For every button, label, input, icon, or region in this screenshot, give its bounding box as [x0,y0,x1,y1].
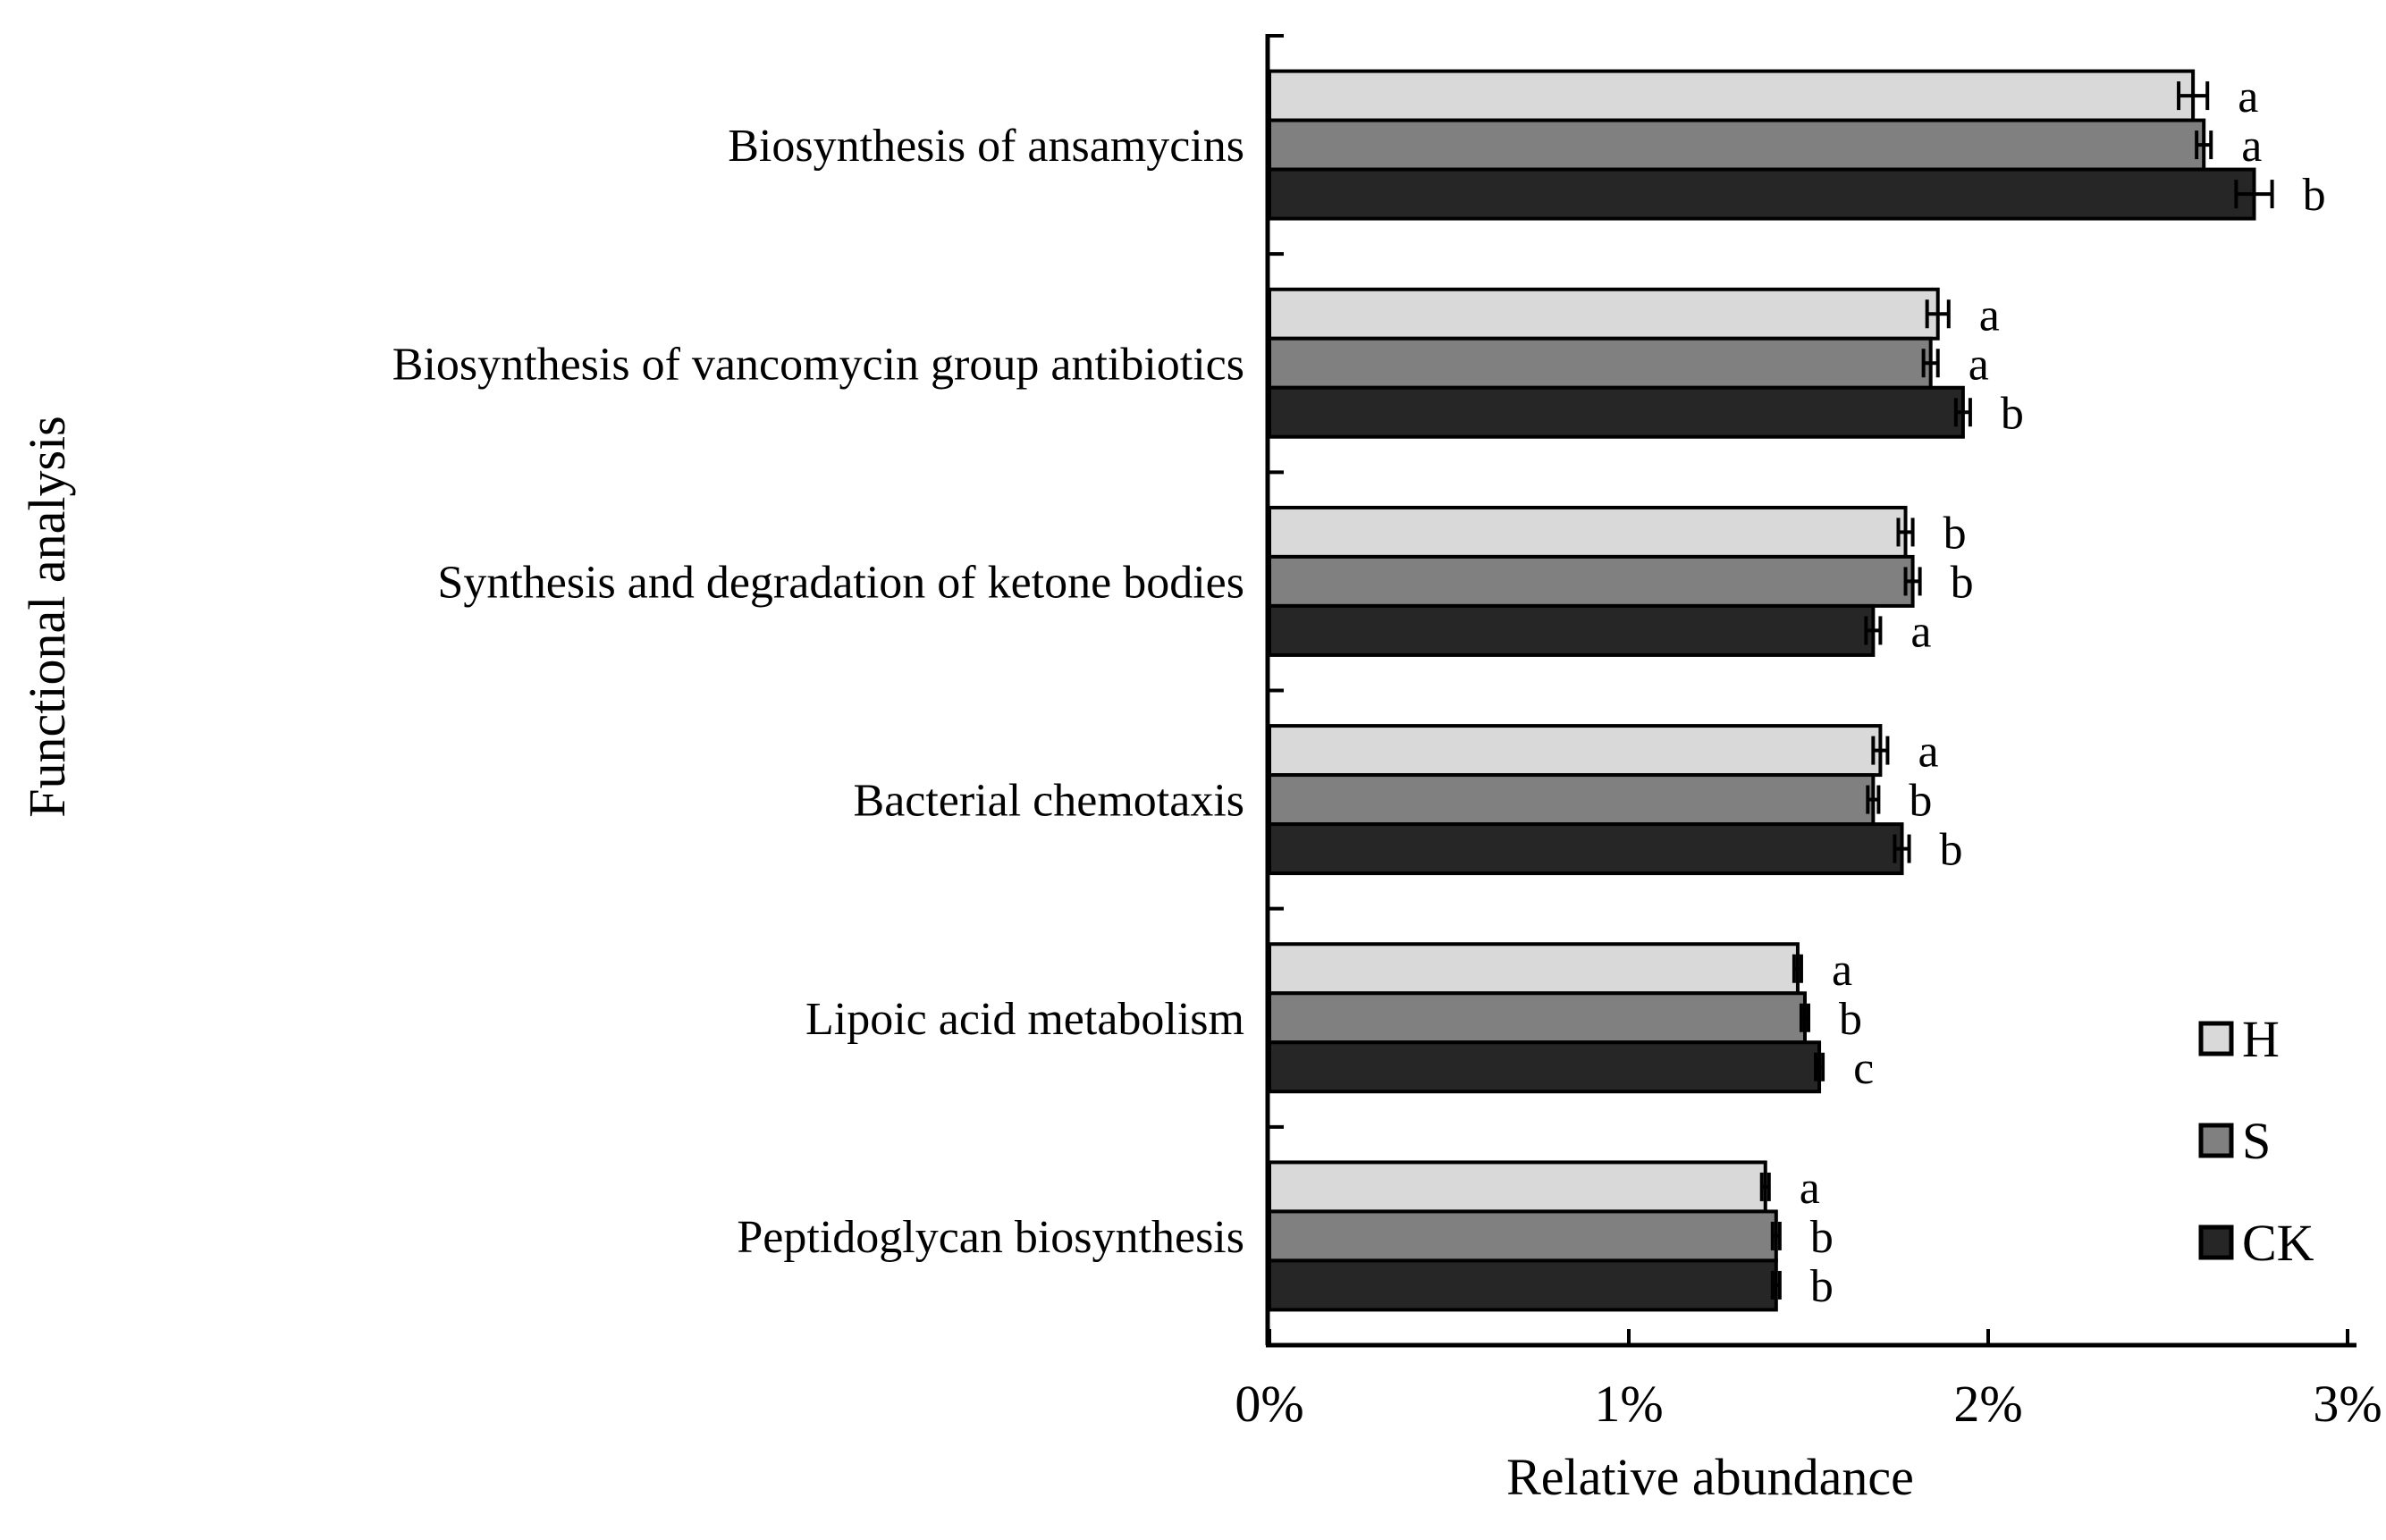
category-label: Bacterial chemotaxis [854,776,1244,827]
bar-h-1 [1268,287,1940,341]
category-label: Synthesis and degradation of ketone bodi… [437,557,1244,608]
legend-swatch-s [2198,1123,2234,1158]
x-tick-label: 2% [1953,1375,2022,1433]
bar-ck-2 [1268,603,1876,657]
significance-letter: c [1853,1043,1874,1094]
significance-letter: b [1810,1212,1834,1263]
significance-letter: b [1951,557,1974,608]
significance-letter: b [1943,508,1967,559]
significance-letter: b [1940,825,1963,876]
significance-letter: a [1800,1163,1820,1214]
x-tick-label: 0% [1235,1375,1303,1433]
significance-letter: b [1810,1261,1834,1312]
significance-letter: b [1909,776,1932,827]
category-label: Lipoic acid metabolism [805,994,1244,1045]
legend-swatch-ck [2198,1224,2234,1260]
bar-s-5 [1268,1209,1778,1263]
significance-letter: b [2001,388,2024,439]
legend-label-h: H [2242,1010,2280,1068]
significance-letter: b [1839,994,1862,1045]
significance-letter: a [1832,945,1852,996]
x-tick-label: 1% [1594,1375,1663,1433]
bar-s-3 [1268,773,1876,827]
bar-h-5 [1268,1160,1767,1214]
bar-s-4 [1268,991,1807,1045]
significance-letter: a [1979,290,2000,341]
bar-h-4 [1268,942,1800,996]
significance-letter: a [1918,727,1938,778]
bar-s-1 [1268,336,1933,390]
bar-ck-5 [1268,1258,1778,1312]
category-label: Biosynthesis of vancomycin group antibio… [392,339,1244,390]
significance-letter: a [1910,606,1931,657]
legend-swatch-h [2198,1021,2234,1056]
bar-ck-3 [1268,822,1904,876]
significance-letter: a [2238,72,2258,122]
y-axis-title: Functional analysis [18,416,76,817]
bar-h-2 [1268,505,1908,559]
bar-ck-1 [1268,385,1965,439]
bar-ck-4 [1268,1040,1822,1094]
significance-letter: a [2241,121,2262,172]
legend-label-ck: CK [2242,1214,2314,1272]
bar-s-2 [1268,554,1915,608]
bar-s-0 [1268,118,2206,172]
category-label: Biosynthesis of ansamycins [728,121,1244,172]
category-label: Peptidoglycan biosynthesis [737,1212,1244,1263]
legend: HS CK [2198,1010,2314,1272]
bar-ck-0 [1268,167,2256,221]
significance-letter: b [2303,170,2326,221]
bar-h-0 [1268,69,2196,122]
significance-letter: a [1969,339,1989,390]
x-tick-label: 3% [2313,1375,2382,1433]
x-axis-title: Relative abundance [1506,1448,1914,1506]
legend-label-s: S [2242,1112,2271,1170]
bar-h-3 [1268,724,1883,778]
